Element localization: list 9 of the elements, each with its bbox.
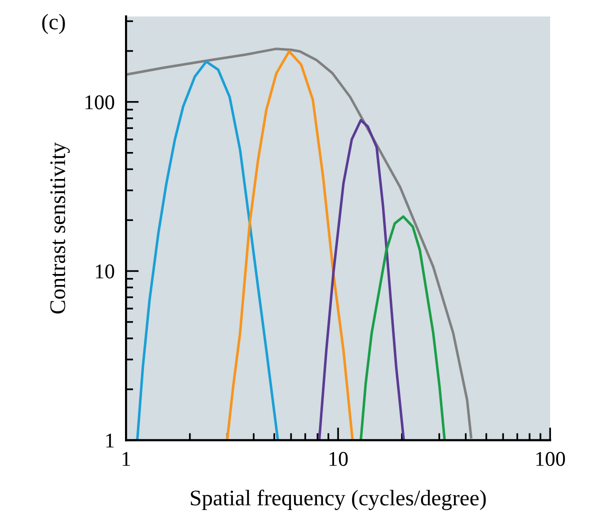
y-tick-label: 1 bbox=[106, 434, 114, 448]
x-tick-label: 1 bbox=[122, 452, 130, 466]
y-tick-label: 10 bbox=[96, 264, 114, 278]
y-tick-label: 100 bbox=[86, 95, 114, 110]
x-tick-label: 100 bbox=[536, 452, 565, 466]
text: (c) bbox=[42, 14, 65, 34]
x-tick-label: 10 bbox=[330, 452, 348, 466]
y-axis-title: Contrast sensitivity bbox=[50, 142, 70, 314]
x-axis-title: Spatial frequency (cycles/degree) bbox=[190, 490, 486, 510]
